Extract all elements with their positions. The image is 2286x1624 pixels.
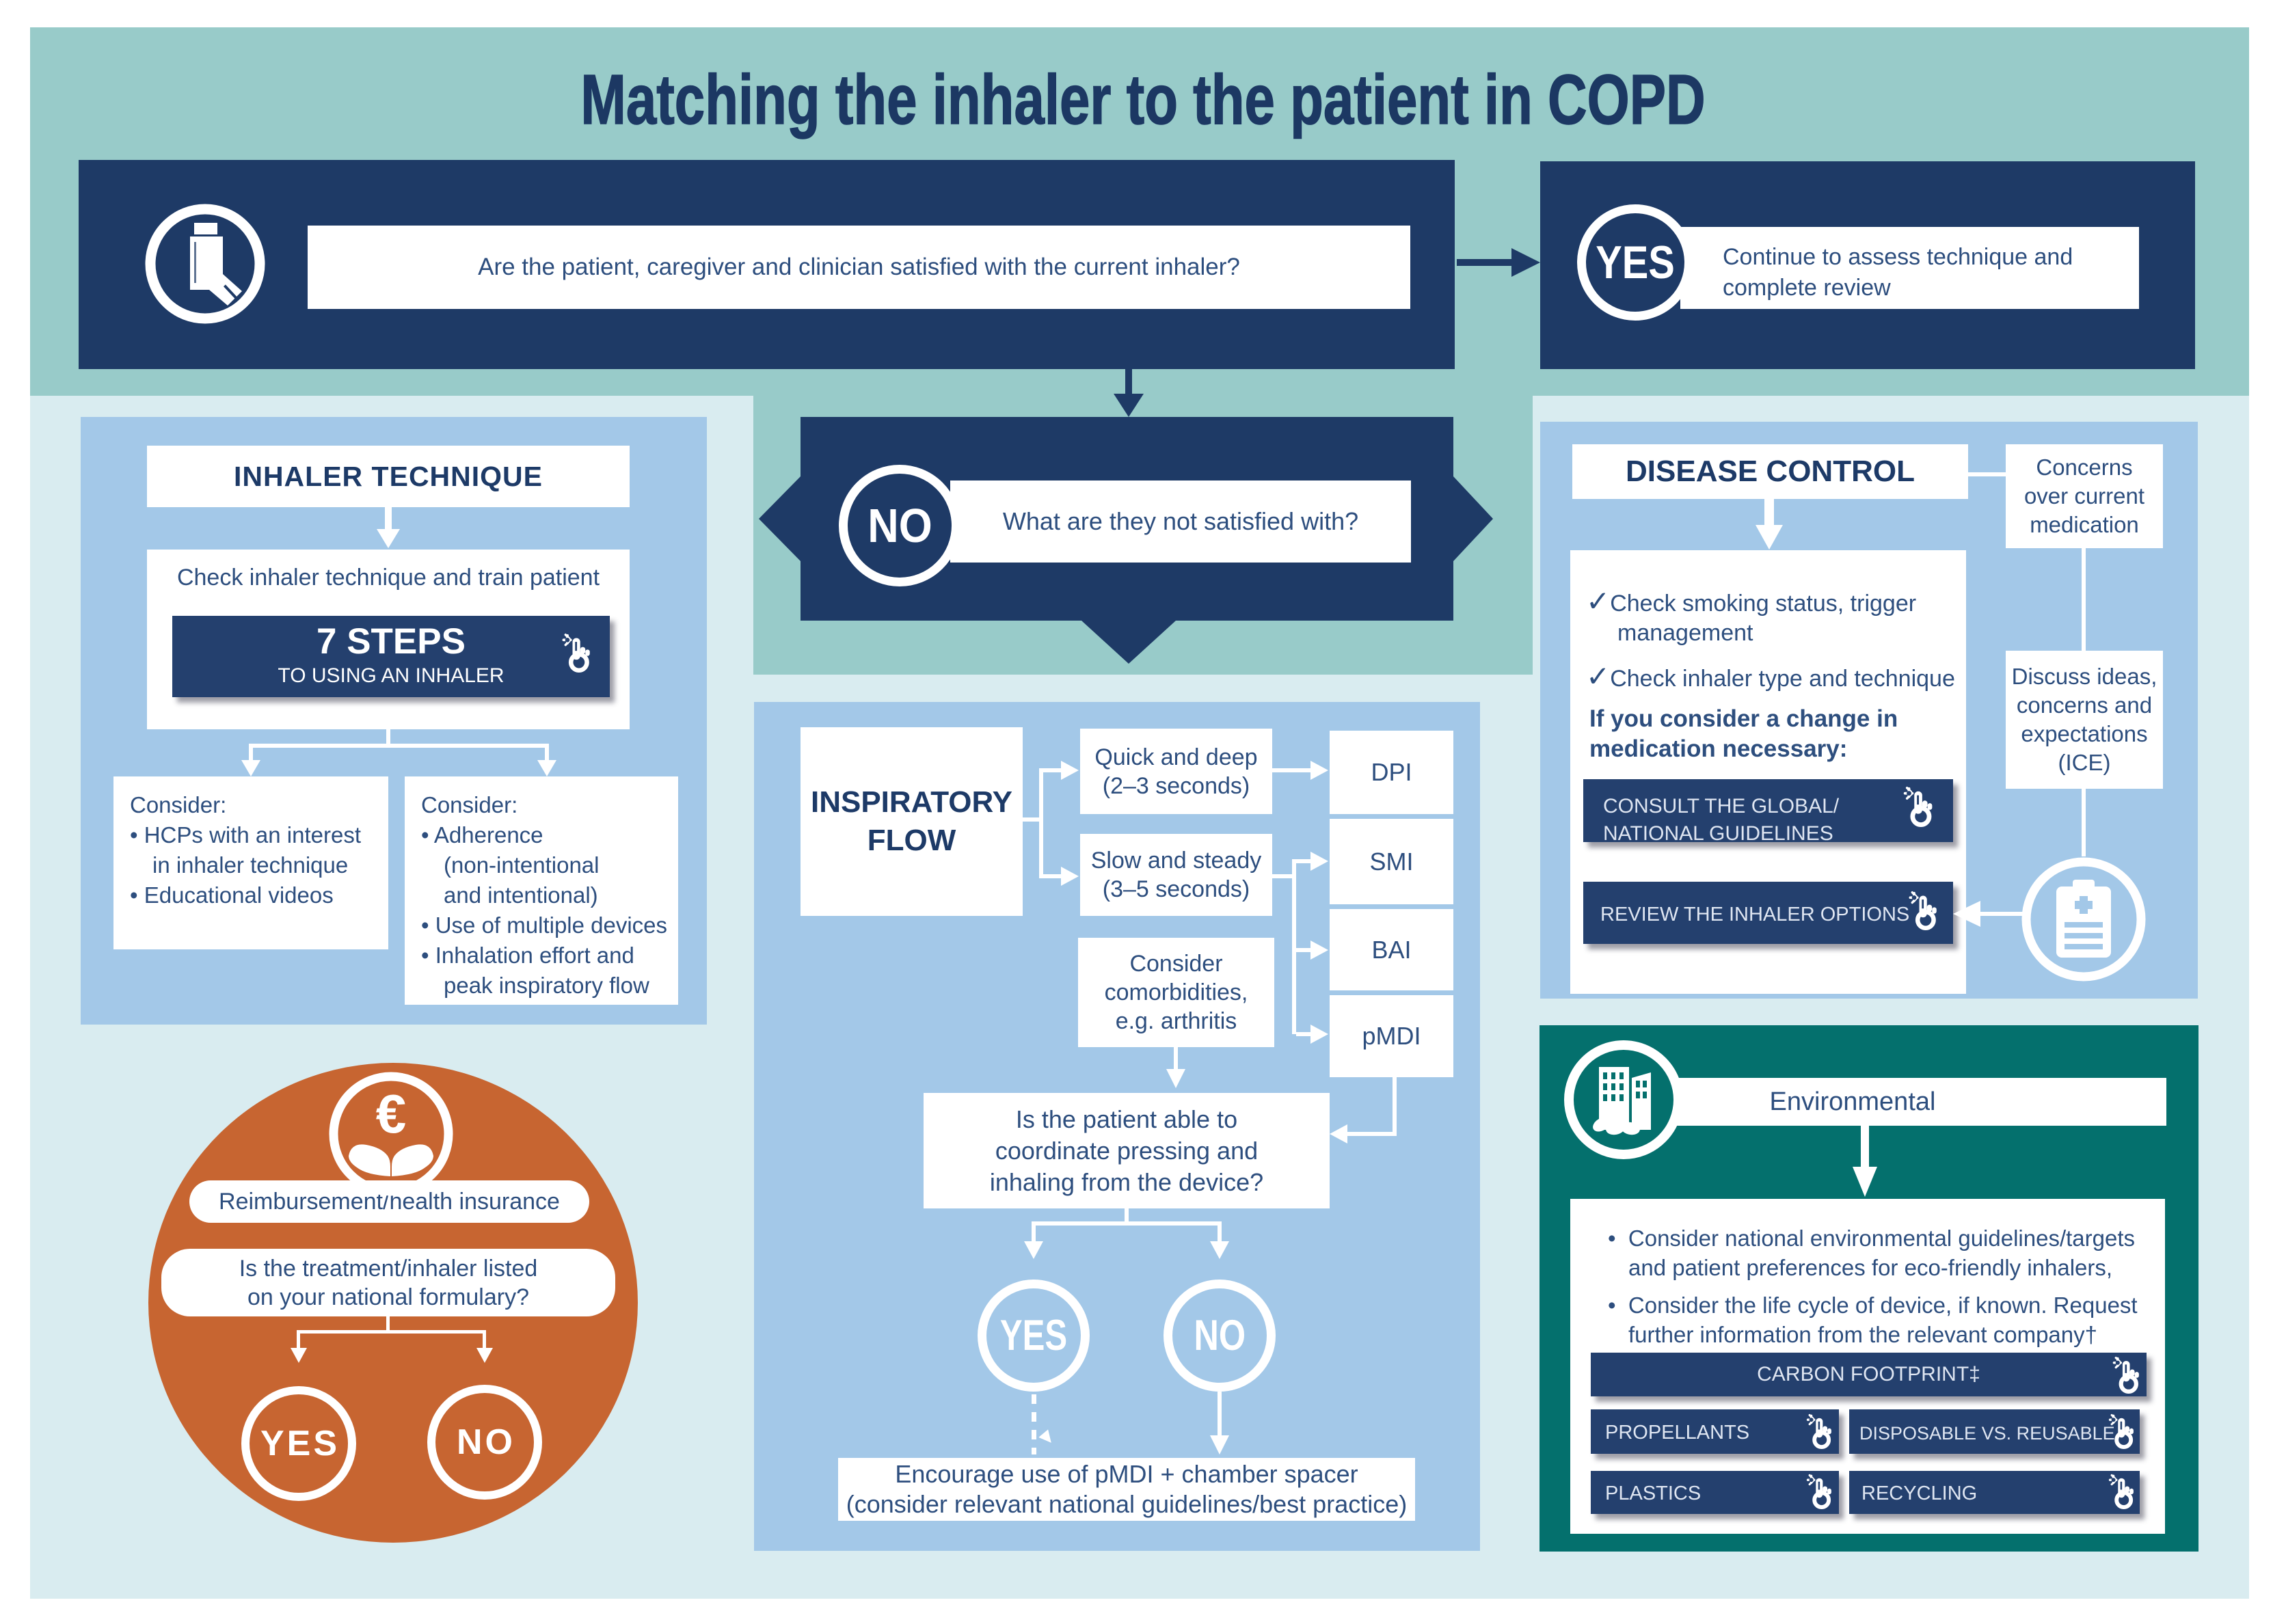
svg-text:€: € [376,1083,407,1144]
